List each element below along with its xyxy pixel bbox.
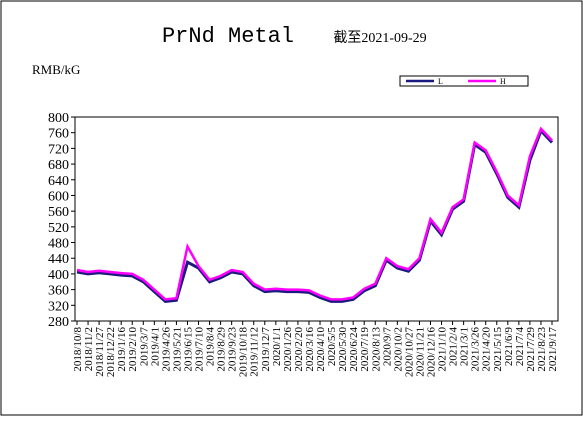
x-tick-label: 2019/8/4 — [205, 327, 217, 367]
y-tick-label: 560 — [48, 205, 69, 220]
x-tick-label: 2021/8/23 — [536, 327, 548, 372]
x-tick-label: 2020/9/7 — [381, 327, 393, 367]
chart-title: PrNd Metal — [162, 24, 294, 49]
x-tick-label: 2020/12/16 — [425, 327, 437, 378]
y-tick-label: 600 — [48, 189, 69, 204]
x-tick-label: 2019/7/10 — [194, 327, 206, 372]
x-tick-label: 2019/10/18 — [238, 327, 250, 378]
y-tick-label: 360 — [48, 284, 69, 299]
y-tick-label: 400 — [48, 268, 69, 283]
x-tick-label: 2020/7/19 — [359, 327, 371, 372]
y-tick-label: 800 — [48, 111, 69, 126]
x-tick-label: 2020/2/20 — [293, 327, 305, 372]
x-tick-label: 2019/2/10 — [127, 327, 139, 372]
x-tick-label: 2021/6/9 — [503, 327, 515, 367]
x-tick-label: 2020/11/21 — [414, 327, 426, 377]
chart-subtitle: 截至2021-09-29 — [333, 30, 426, 46]
y-tick-label: 280 — [48, 315, 69, 330]
x-tick-label: 2020/3/16 — [304, 327, 316, 372]
x-tick-label: 2020/4/10 — [315, 327, 327, 372]
x-tick-label: 2020/5/5 — [326, 327, 338, 367]
x-tick-label: 2018/11/2 — [83, 327, 95, 371]
y-tick-label: 720 — [48, 142, 69, 157]
x-tick-label: 2021/9/17 — [547, 327, 559, 372]
y-tick-label: 320 — [48, 299, 69, 314]
x-tick-label: 2020/8/13 — [370, 327, 382, 372]
x-tick-label: 2019/4/26 — [160, 327, 172, 372]
x-tick-label: 2021/2/4 — [448, 327, 460, 367]
x-tick-label: 2019/9/23 — [227, 327, 239, 372]
x-tick-label: 2018/12/22 — [105, 327, 117, 377]
series-line — [76, 126, 553, 301]
x-tick-label: 2019/4/1 — [149, 327, 161, 366]
x-tick-label: 2021/1/10 — [437, 327, 449, 372]
x-tick-label: 2020/1/1 — [271, 327, 283, 366]
y-tick-label: 440 — [48, 252, 69, 267]
x-tick-label: 2019/3/7 — [138, 327, 150, 367]
y-tick-label: 520 — [48, 221, 69, 236]
legend-box — [399, 75, 529, 87]
x-tick-label: 2018/10/8 — [72, 327, 84, 372]
legend-label: L — [438, 77, 443, 86]
y-tick-label: 640 — [48, 174, 69, 189]
x-tick-label: 2021/3/1 — [459, 327, 471, 366]
x-tick-label: 2021/7/29 — [525, 327, 537, 372]
y-tick-label: 760 — [48, 127, 69, 142]
x-tick-label: 2020/10/27 — [403, 327, 415, 378]
x-tick-label: 2020/10/2 — [392, 327, 404, 372]
y-tick-label: 480 — [48, 237, 69, 252]
x-tick-label: 2021/3/26 — [470, 327, 482, 372]
x-tick-label: 2019/11/12 — [249, 327, 261, 377]
x-tick-label: 2021/7/4 — [514, 327, 526, 367]
plot-area — [74, 116, 559, 322]
x-tick-label: 2020/1/26 — [282, 327, 294, 372]
legend-label: H — [500, 77, 506, 86]
x-tick-label: 2021/5/15 — [492, 327, 504, 372]
x-tick-label: 2020/6/24 — [348, 327, 360, 372]
x-tick-label: 2019/8/29 — [216, 327, 228, 372]
x-tick-label: 2019/6/15 — [182, 327, 194, 372]
x-tick-label: 2018/11/27 — [94, 327, 106, 377]
x-tick-label: 2019/5/21 — [171, 327, 183, 372]
x-tick-label: 2019/1/16 — [116, 327, 128, 372]
y-tick-label: 680 — [48, 158, 69, 173]
x-tick-label: 2019/12/7 — [260, 327, 272, 372]
y-axis-label: RMB/kG — [32, 62, 80, 77]
x-tick-label: 2020/5/30 — [337, 327, 349, 372]
x-tick-label: 2021/4/20 — [481, 327, 493, 372]
